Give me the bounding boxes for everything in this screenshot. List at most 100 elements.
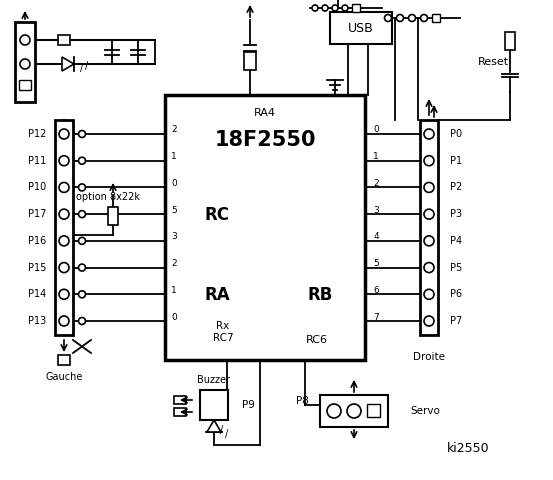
Circle shape: [409, 14, 415, 22]
Text: P4: P4: [450, 236, 462, 246]
Circle shape: [79, 184, 86, 191]
Text: P13: P13: [28, 316, 46, 326]
Text: 5: 5: [373, 259, 379, 268]
Text: P1: P1: [450, 156, 462, 166]
Bar: [200, 390, 228, 420]
Text: 1: 1: [171, 286, 177, 295]
Text: /: /: [226, 429, 228, 439]
Text: P12: P12: [28, 129, 46, 139]
Bar: [320, 395, 388, 427]
Text: 6: 6: [373, 286, 379, 295]
Text: 18F2550: 18F2550: [214, 130, 316, 150]
Text: P14: P14: [28, 289, 46, 300]
Circle shape: [59, 316, 69, 326]
Text: P2: P2: [450, 182, 462, 192]
Text: 1: 1: [171, 152, 177, 161]
Bar: [19, 80, 31, 90]
Text: option 8x22k: option 8x22k: [76, 192, 140, 202]
Bar: [330, 12, 392, 44]
Text: Servo: Servo: [410, 406, 440, 416]
Text: P5: P5: [450, 263, 462, 273]
Circle shape: [424, 316, 434, 326]
Text: 7: 7: [373, 312, 379, 322]
Circle shape: [79, 211, 86, 217]
Text: Gauche: Gauche: [45, 372, 83, 382]
Text: P16: P16: [28, 236, 46, 246]
Circle shape: [397, 14, 404, 22]
Circle shape: [79, 291, 86, 298]
Circle shape: [342, 5, 348, 11]
Circle shape: [59, 129, 69, 139]
Text: /: /: [221, 425, 223, 435]
Text: ki2550: ki2550: [447, 442, 489, 455]
Bar: [244, 52, 256, 70]
Bar: [420, 120, 438, 335]
Circle shape: [20, 59, 30, 69]
Circle shape: [424, 289, 434, 300]
Circle shape: [420, 14, 427, 22]
Bar: [174, 396, 186, 404]
Text: 0: 0: [171, 312, 177, 322]
Text: P8: P8: [295, 396, 309, 406]
Circle shape: [327, 404, 341, 418]
Text: P10: P10: [28, 182, 46, 192]
Text: Buzzer: Buzzer: [197, 375, 231, 385]
Text: P17: P17: [28, 209, 46, 219]
Circle shape: [59, 209, 69, 219]
Circle shape: [424, 129, 434, 139]
Bar: [505, 32, 515, 50]
Bar: [367, 404, 380, 417]
Text: RC: RC: [205, 206, 229, 224]
Text: P6: P6: [450, 289, 462, 300]
Text: 5: 5: [171, 205, 177, 215]
Circle shape: [384, 14, 392, 22]
Text: 3: 3: [373, 205, 379, 215]
Circle shape: [79, 317, 86, 324]
Text: P11: P11: [28, 156, 46, 166]
Circle shape: [59, 182, 69, 192]
Circle shape: [79, 237, 86, 244]
Text: 0: 0: [171, 179, 177, 188]
Text: Rx
RC7: Rx RC7: [213, 321, 233, 343]
Circle shape: [424, 182, 434, 192]
Text: Reset: Reset: [478, 57, 509, 67]
Text: Droite: Droite: [413, 352, 445, 362]
Text: P3: P3: [450, 209, 462, 219]
Bar: [15, 22, 35, 102]
Circle shape: [79, 264, 86, 271]
Bar: [432, 14, 440, 22]
Circle shape: [59, 263, 69, 273]
Bar: [352, 4, 360, 12]
Text: RB: RB: [307, 286, 333, 304]
Text: 2: 2: [171, 259, 177, 268]
Circle shape: [322, 5, 328, 11]
Text: RA4: RA4: [254, 108, 276, 118]
Bar: [55, 120, 73, 335]
Text: 0: 0: [373, 125, 379, 134]
Bar: [58, 35, 70, 45]
Text: RA: RA: [204, 286, 230, 304]
Text: 2: 2: [373, 179, 379, 188]
Text: P7: P7: [450, 316, 462, 326]
Circle shape: [424, 156, 434, 166]
Circle shape: [424, 263, 434, 273]
Bar: [58, 355, 70, 365]
Text: P9: P9: [242, 400, 254, 410]
Circle shape: [312, 5, 318, 11]
Bar: [165, 95, 365, 360]
Polygon shape: [207, 420, 221, 432]
Circle shape: [59, 236, 69, 246]
Text: 2: 2: [171, 125, 177, 134]
Circle shape: [79, 157, 86, 164]
Circle shape: [20, 35, 30, 45]
Circle shape: [424, 236, 434, 246]
Circle shape: [332, 5, 338, 11]
Text: /: /: [85, 61, 88, 71]
Text: 1: 1: [373, 152, 379, 161]
Circle shape: [79, 131, 86, 137]
Circle shape: [59, 156, 69, 166]
Text: 3: 3: [171, 232, 177, 241]
Circle shape: [59, 289, 69, 300]
Circle shape: [347, 404, 361, 418]
Circle shape: [424, 209, 434, 219]
